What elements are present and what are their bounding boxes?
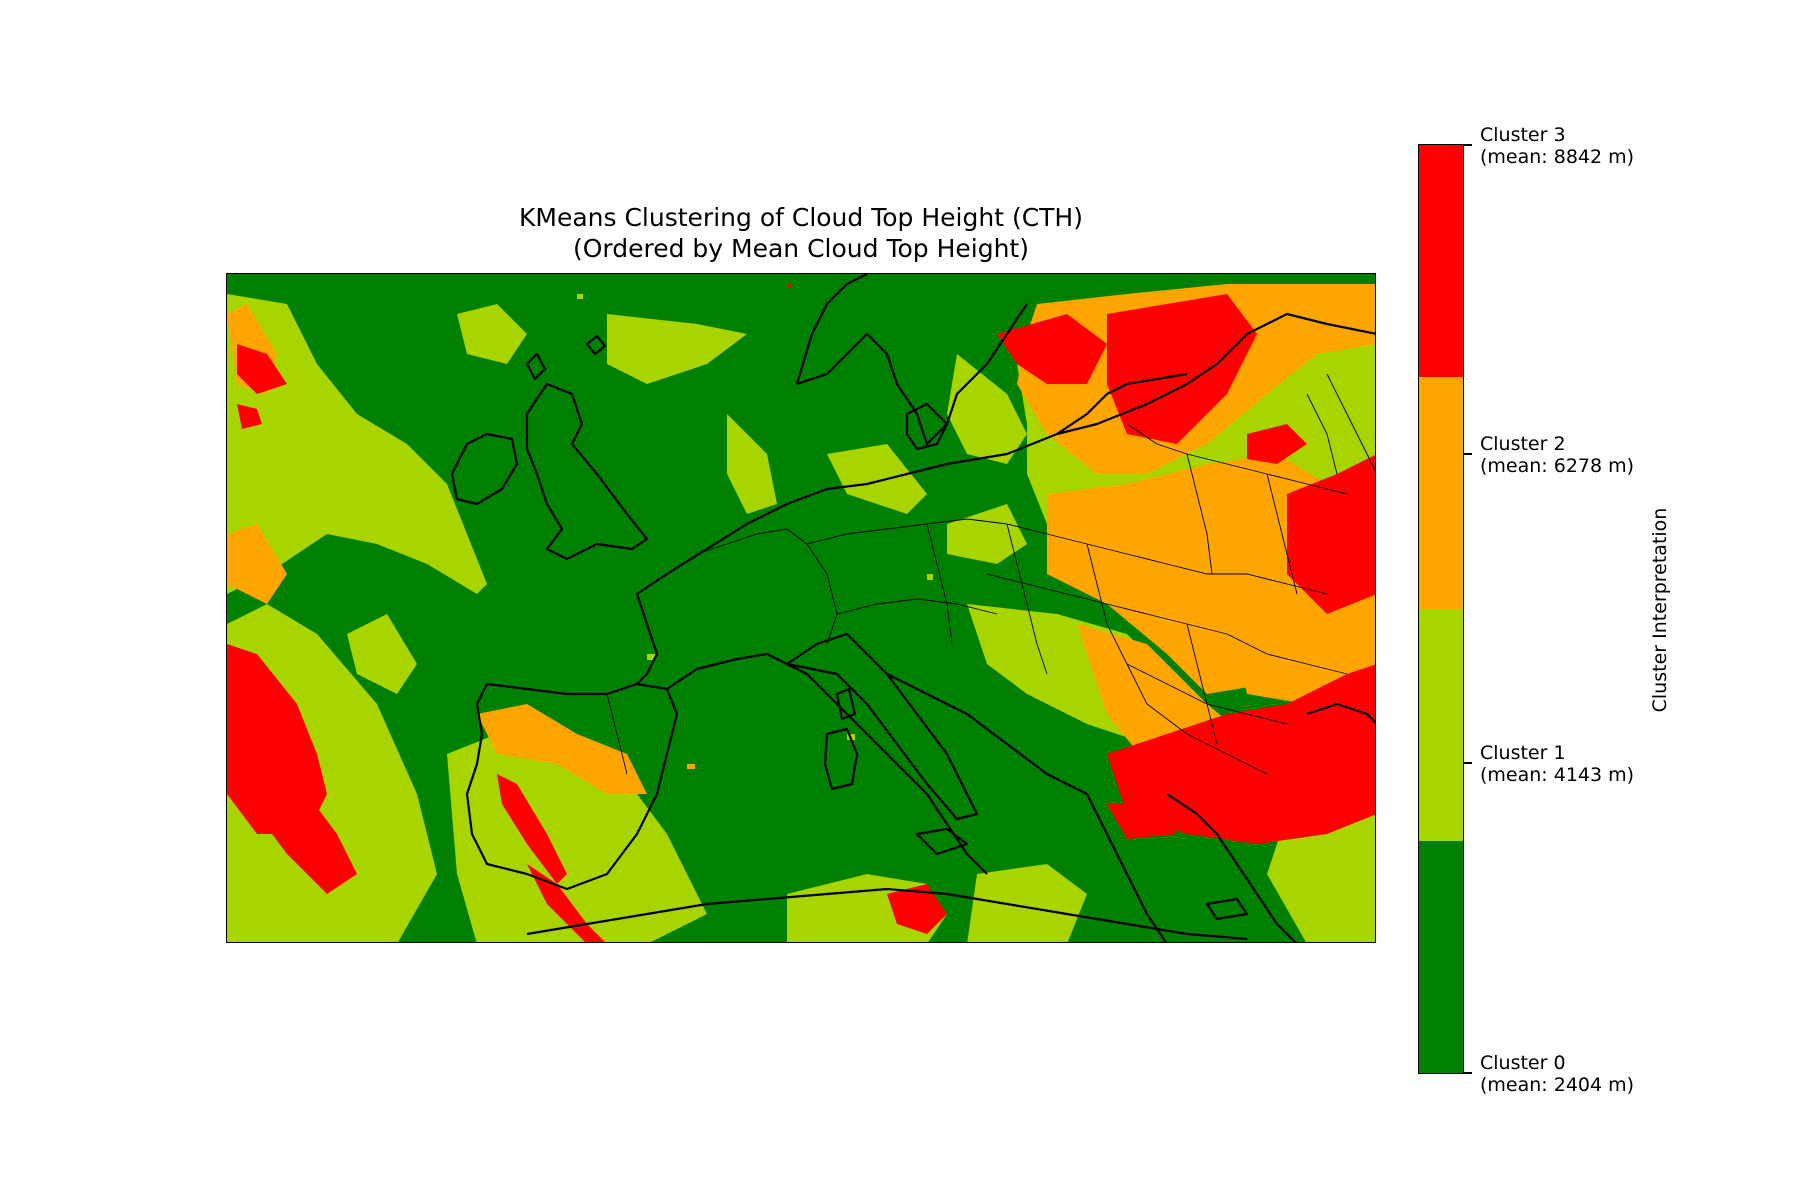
cluster-map (226, 273, 1376, 943)
cluster3-name: Cluster 3 (1480, 124, 1566, 146)
colorbar-label-cluster0: Cluster 0 (mean: 2404 m) (1480, 1052, 1634, 1096)
colorbar-segment-cluster3 (1419, 145, 1463, 377)
colorbar-segment-cluster1 (1419, 609, 1463, 841)
map-canvas (227, 274, 1375, 942)
colorbar-tick-cluster0 (1464, 1072, 1472, 1074)
cluster2-name: Cluster 2 (1480, 433, 1566, 455)
cluster0-name: Cluster 0 (1480, 1052, 1566, 1074)
cluster2-mean: (mean: 6278 m) (1480, 455, 1635, 477)
colorbar-segment-cluster2 (1419, 377, 1463, 609)
colorbar-label-cluster1: Cluster 1 (mean: 4143 m) (1480, 742, 1634, 786)
colorbar-tick-cluster1 (1464, 762, 1472, 764)
colorbar-tick-cluster3 (1464, 144, 1472, 146)
colorbar-segment-cluster0 (1419, 841, 1463, 1073)
country-borders (606, 373, 1375, 775)
colorbar-label-cluster2: Cluster 2 (mean: 6278 m) (1480, 433, 1634, 477)
colorbar-axis-label: Cluster Interpretation (1649, 507, 1671, 713)
colorbar-label-cluster3: Cluster 3 (mean: 8842 m) (1480, 124, 1634, 168)
cluster1-name: Cluster 1 (1480, 742, 1566, 764)
cluster0-mean: (mean: 2404 m) (1480, 1074, 1635, 1096)
colorbar-tick-cluster2 (1464, 453, 1472, 455)
chart-title-line1: KMeans Clustering of Cloud Top Height (C… (519, 203, 1083, 232)
colorbar (1418, 144, 1464, 1074)
chart-title-line2: (Ordered by Mean Cloud Top Height) (572, 234, 1029, 263)
cluster3-mean: (mean: 8842 m) (1480, 146, 1635, 168)
cluster1-mean: (mean: 4143 m) (1480, 764, 1635, 786)
